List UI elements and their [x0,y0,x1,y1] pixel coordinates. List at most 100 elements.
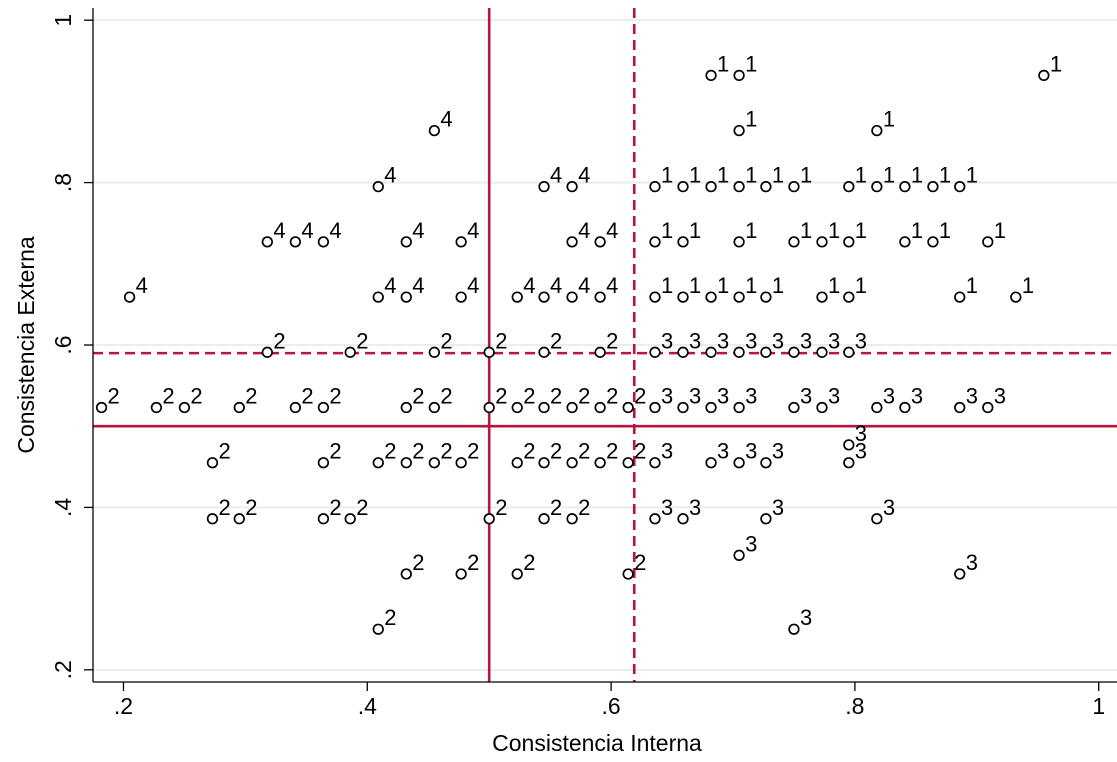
data-point-marker [954,401,966,414]
data-point-marker [372,181,384,193]
data-point-label: 2 [412,384,424,409]
data-point-marker [733,181,745,193]
data-point-marker [677,236,689,248]
data-point-label: 3 [855,439,867,464]
data-point-marker [538,401,550,414]
data-point-marker [483,401,495,414]
data-point-label: 1 [800,163,812,188]
data-point-marker [372,291,384,303]
data-point-label: 1 [828,273,840,298]
data-point-label: 3 [717,439,729,464]
data-point-marker [843,346,855,358]
data-point-label: 3 [661,495,673,520]
data-point-marker [566,236,578,248]
data-point-marker [233,401,245,414]
data-point-label: 3 [855,328,867,353]
data-point-marker [677,401,689,414]
data-point-marker [1038,69,1050,82]
data-point-marker [788,236,800,248]
data-points: 1 1 11 11 1 1 1 1 1 1 1 1 1 11 1 1 1 1 1 1 1 11 1 1 1 1 1 1 1 144 4 44 4… [95,51,1062,635]
data-point-label: 3 [717,384,729,409]
data-point-label: 4 [578,218,590,243]
x-tick-label: .6 [602,693,621,719]
data-point-marker [95,401,108,414]
data-point-label: 2 [634,439,646,464]
data-point-label: 4 [606,273,618,298]
data-point-label: 1 [661,273,673,298]
x-tick-label: 1 [1092,693,1105,719]
data-point-marker [566,291,578,303]
data-point-marker [871,181,883,193]
data-point-marker [705,69,717,82]
data-point-marker [649,346,661,358]
data-point-marker [594,291,606,303]
data-point-marker [511,457,523,469]
data-point-marker [344,346,356,358]
data-point-label: 1 [800,218,812,243]
data-point-marker [843,291,855,303]
data-point-marker [843,439,855,451]
data-point-marker [372,457,384,469]
x-tick-label: .2 [114,693,133,719]
x-axis-label: Consistencia Interna [492,730,702,756]
data-point-marker [982,236,994,248]
data-point-marker [400,568,412,580]
data-point-label: 1 [966,163,978,188]
data-point-label: 1 [745,163,757,188]
data-point-marker [400,291,412,303]
data-point-marker [788,623,800,635]
data-point-label: 3 [966,550,978,575]
data-point-marker [317,401,330,414]
data-point-marker [816,401,828,414]
data-point-label: 2 [440,384,452,409]
data-point-marker [871,401,883,414]
data-point-marker [649,236,661,248]
data-point-label: 4 [578,273,590,298]
data-point-label: 2 [245,495,257,520]
data-point-marker [733,124,745,137]
data-point-marker [400,236,412,248]
data-point-marker [733,457,745,469]
data-point-label: 1 [994,218,1006,243]
data-point-marker [594,457,606,469]
data-point-label: 3 [883,384,895,409]
data-point-label: 3 [883,495,895,520]
data-point-marker [649,291,661,303]
data-point-marker [816,236,828,248]
data-point-marker [455,457,467,469]
data-point-label: 2 [606,439,618,464]
data-point-marker [317,457,330,469]
data-point-label: 2 [495,495,507,520]
data-point-marker [289,236,302,248]
data-point-label: 4 [523,273,535,298]
data-point-label: 1 [745,51,757,76]
data-point-label: 2 [384,439,396,464]
y-tick-label: 1 [50,14,76,27]
data-point-label: 2 [550,495,562,520]
data-point-marker [261,346,273,358]
data-point-marker [733,401,745,414]
data-point-label: 1 [717,51,729,76]
data-point-marker [816,291,828,303]
data-point-label: 1 [911,218,923,243]
data-point-marker [566,181,578,193]
data-point-marker [705,346,717,358]
data-point-marker [899,401,911,414]
data-point-marker [622,568,634,580]
data-point-label: 2 [329,495,341,520]
y-tick-label: .6 [50,335,76,354]
data-point-marker [511,568,523,580]
data-point-label: 3 [661,384,673,409]
x-tick-label: .4 [358,693,377,719]
y-tick-label: .2 [50,660,76,679]
data-point-marker [428,124,440,137]
data-point-marker [428,401,440,414]
data-point-label: 3 [828,384,840,409]
data-point-label: 3 [745,439,757,464]
data-point-marker [649,457,661,469]
data-point-label: 4 [578,163,590,188]
data-point-marker [428,457,440,469]
data-point-marker [733,69,745,82]
